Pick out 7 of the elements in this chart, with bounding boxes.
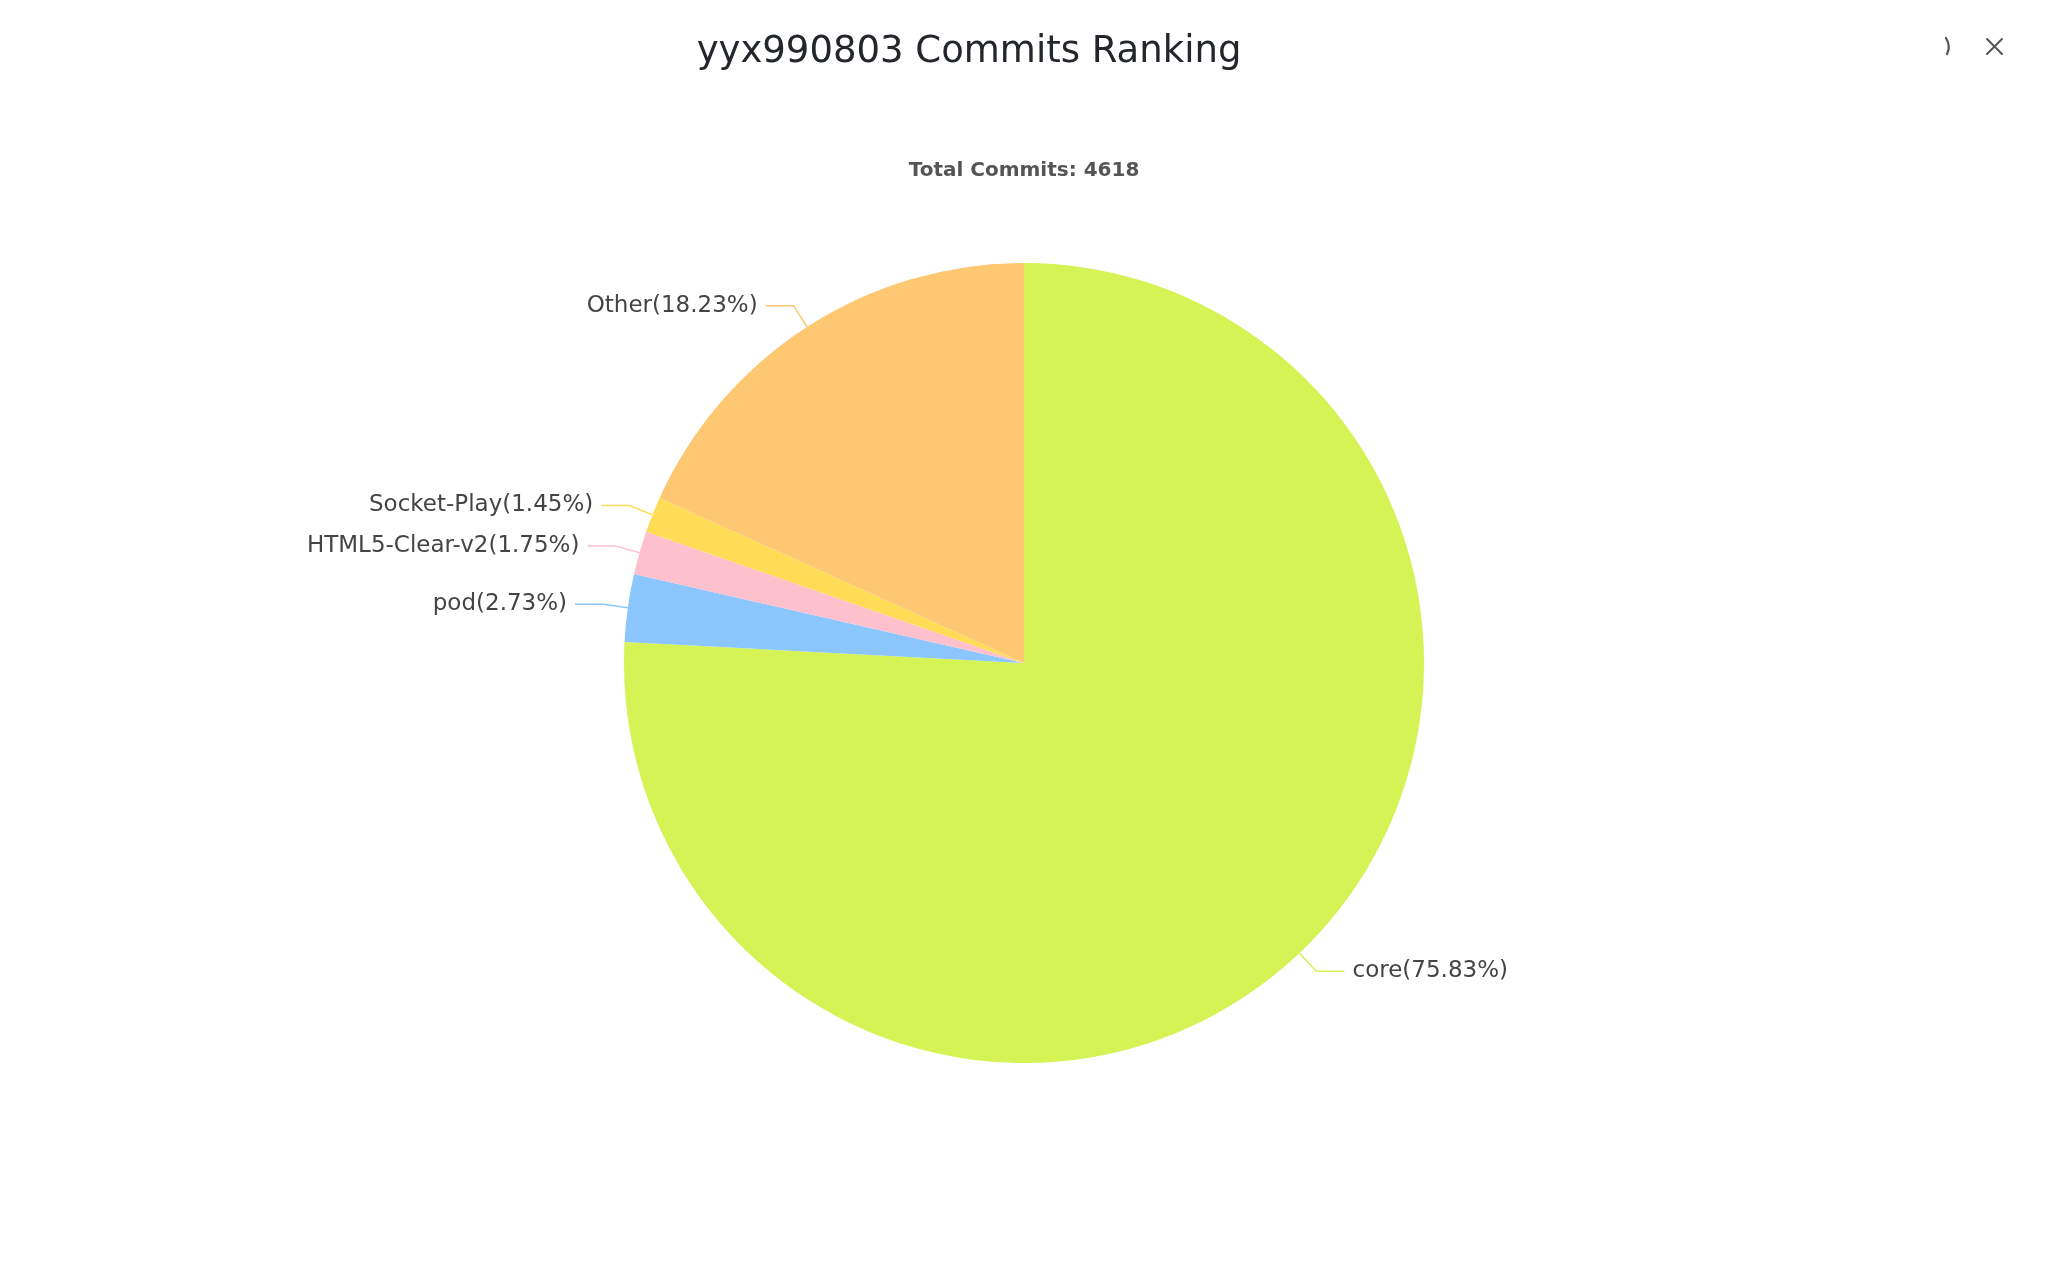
slice-label: HTML5-Clear-v2(1.75%) [306,530,580,557]
chart-subtitle: Total Commits: 4618 [907,156,1141,182]
slice-label: pod(2.73%) [432,589,568,616]
slice-label: Socket-Play(1.45%) [369,490,594,517]
slice-label: Other(18.23%) [586,290,758,317]
chart-title: yyx990803 Commits Ranking [695,28,1243,72]
slice-label: core(75.83%) [1352,956,1508,983]
